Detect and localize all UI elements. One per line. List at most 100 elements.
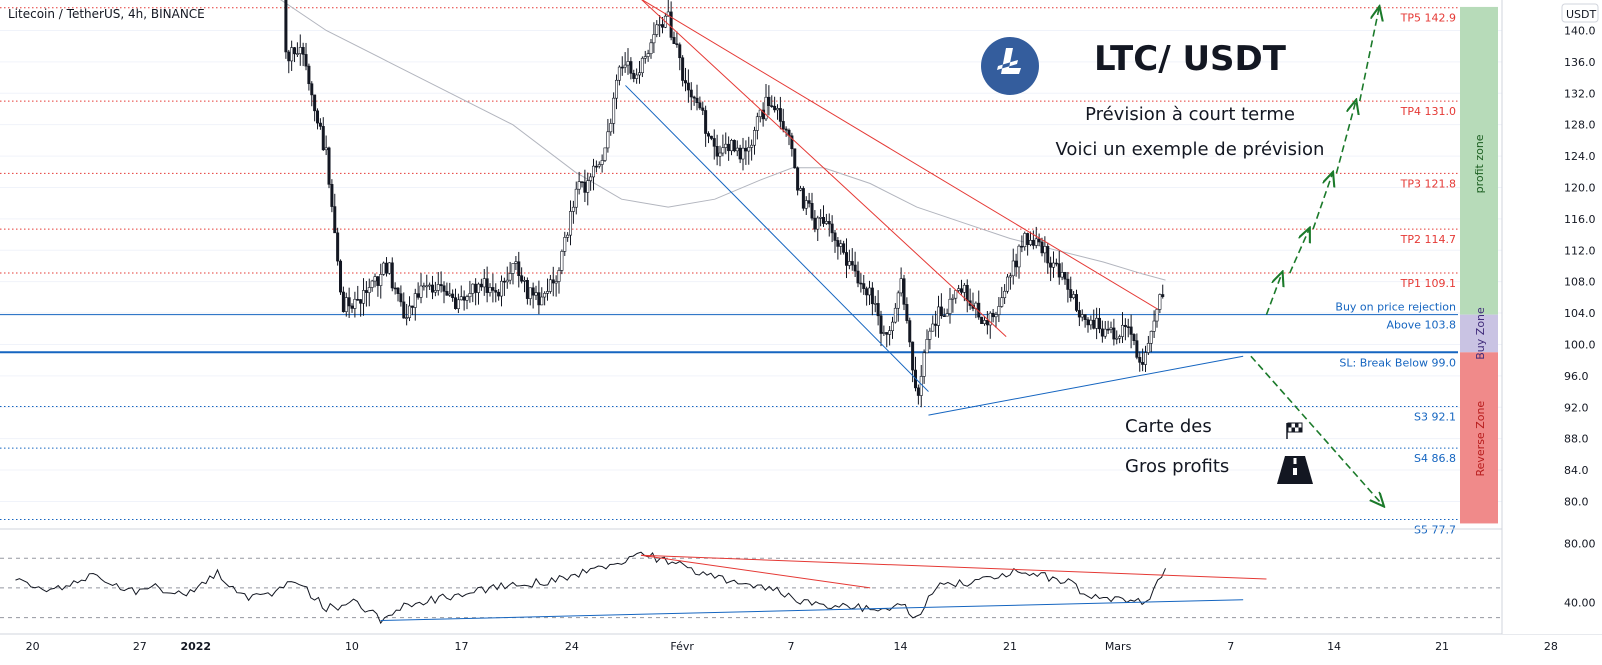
candle-body [517,261,521,276]
candle-body [1135,340,1139,358]
time-tick-label: 7 [1227,640,1234,653]
candle-body [1011,260,1015,277]
candle-body [988,312,992,326]
price-tick-label: 100.0 [1564,338,1596,351]
candle-body [738,147,742,160]
candle-body [629,61,633,74]
candle-body [885,332,889,335]
candle-body [1023,233,1027,248]
candle-body [1097,317,1101,330]
profit-zone [1460,6,1498,315]
candle-body [712,138,716,147]
candle-body [836,240,840,247]
candle-body [293,47,297,55]
candle-body [1146,343,1150,353]
candle-body [574,188,578,208]
candle-body [560,251,564,271]
candle-body [755,116,759,131]
candle-body [1103,328,1107,337]
candle-body [594,165,598,168]
candle-body [502,280,506,283]
candle-body [468,293,472,298]
candle-body [666,11,670,17]
candle-body [537,292,541,306]
candle-body [862,283,866,289]
price-tick-label: 124.0 [1564,150,1596,163]
candle-body [661,24,665,28]
candle-body [934,323,938,326]
candle-body [1005,276,1009,292]
candle-body [911,341,915,371]
candle-body [600,160,604,165]
candle-body [1014,260,1018,268]
map-line-1: Carte des [1125,416,1212,437]
candle-body [1017,245,1021,268]
candle-body [586,180,590,193]
candle-body [482,278,486,288]
candle-body [448,293,452,296]
candle-body [333,206,337,234]
rsi-tick-label: 80.00 [1564,537,1596,550]
candle-body [362,290,366,304]
candle-body [462,296,466,301]
candle-body [396,287,400,294]
candle-body [477,283,481,293]
candle-body [520,275,524,282]
candle-body [347,297,351,307]
time-tick-label: 27 [133,640,147,653]
candle-body [672,37,676,45]
candle-body [681,57,685,81]
candle-body [824,221,828,224]
candle-body [770,105,774,107]
candle-body [916,387,920,396]
candle-body [1008,275,1012,278]
candle-body [735,147,739,152]
currency-badge[interactable] [1561,3,1599,23]
price-tick-label: 84.0 [1564,464,1589,477]
candle-body [678,44,682,59]
candle-body [580,181,584,183]
time-tick-label: 21 [1003,640,1017,653]
candle-body [899,278,903,294]
candle-body [936,306,940,326]
candle-body [367,287,371,293]
candle-body [704,110,708,134]
candle-body [652,34,656,44]
candle-body [715,146,719,157]
price-tick-label: 140.0 [1564,24,1596,37]
time-tick-label: 17 [454,640,468,653]
candle-body [379,274,383,286]
forecast-arrow [1250,355,1383,505]
time-tick-label: 21 [1435,640,1449,653]
buy-zone-label: Buy Zone [1474,307,1487,360]
candle-body [879,315,883,334]
candle-body [819,217,823,219]
candle-body [456,299,460,309]
candle-body [865,288,869,296]
candle-body [318,122,322,127]
candle-body [868,287,872,296]
litecoin-logo-icon [981,37,1039,95]
candle-body [856,270,860,284]
candle-body [799,188,803,191]
candle-body [364,290,368,293]
price-axis[interactable] [1502,0,1602,634]
price-tick-label: 96.0 [1564,370,1589,383]
candle-body [1092,319,1096,329]
candle-body [465,296,469,301]
candle-body [646,53,650,57]
candle-body [451,293,455,298]
candle-body [1040,241,1044,254]
candle-body [1083,314,1087,320]
candle-body [385,262,389,274]
candle-body [890,321,894,331]
candle-body [1034,238,1038,246]
candle-body [330,184,334,207]
candle-body [928,330,932,340]
candle-body [304,54,308,67]
candle-body [623,64,627,68]
pair-title: LTC/ USDT [1094,39,1287,79]
candle-body [488,287,492,293]
price-tick-label: 88.0 [1564,433,1589,446]
